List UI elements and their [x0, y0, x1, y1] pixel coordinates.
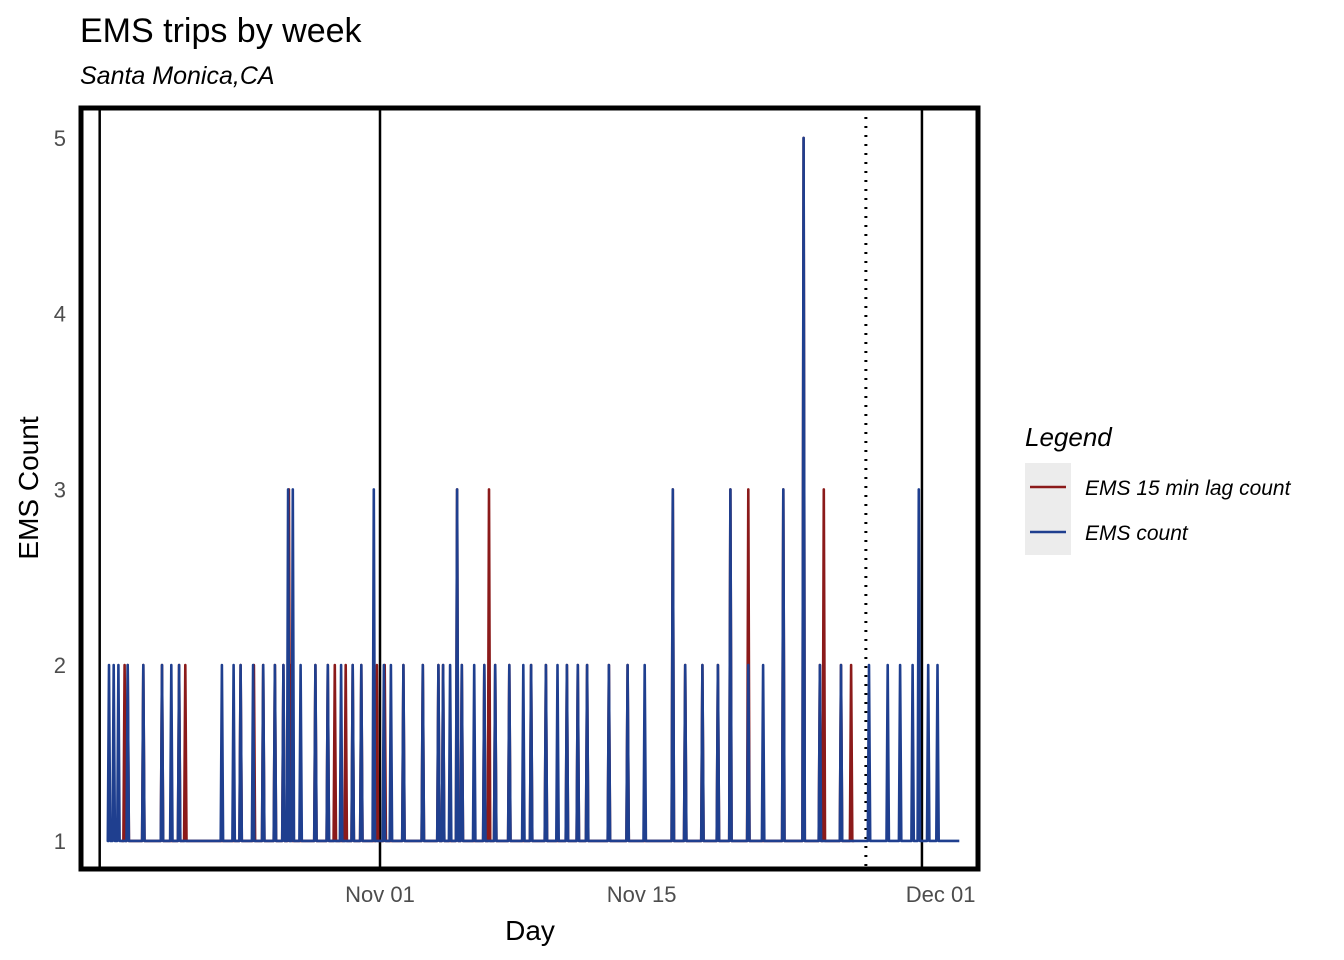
- chart-subtitle: Santa Monica,CA: [80, 62, 275, 90]
- series-line-ems-15-min-lag-count: [121, 136, 855, 843]
- x-tick-label-nov-01: Nov 01: [345, 882, 415, 907]
- y-axis-title: EMS Count: [13, 416, 44, 559]
- chart-title: EMS trips by week: [80, 12, 363, 50]
- x-axis: Nov 01 Nov 15 Dec 01: [345, 882, 975, 907]
- legend-key-background: [1025, 463, 1071, 555]
- x-tick-label-dec-01: Dec 01: [906, 882, 976, 907]
- y-axis: 1 2 3 4 5: [54, 126, 66, 854]
- legend-title: Legend: [1025, 422, 1113, 452]
- x-axis-title: Day: [505, 915, 555, 946]
- legend: Legend EMS 15 min lag count EMS count: [1025, 422, 1292, 555]
- y-tick-label-3: 3: [54, 477, 66, 502]
- y-tick-label-5: 5: [54, 126, 66, 151]
- plot-border: [78, 105, 981, 872]
- legend-label-ems-count: EMS count: [1085, 522, 1189, 545]
- series-line-ems-count: [106, 136, 960, 843]
- plot-area: [98, 108, 960, 869]
- y-tick-label-1: 1: [54, 829, 66, 854]
- x-tick-label-nov-15: Nov 15: [607, 882, 677, 907]
- y-tick-label-2: 2: [54, 653, 66, 678]
- legend-label-ems-15-min-lag-count: EMS 15 min lag count: [1085, 477, 1292, 500]
- y-tick-label-4: 4: [54, 302, 66, 327]
